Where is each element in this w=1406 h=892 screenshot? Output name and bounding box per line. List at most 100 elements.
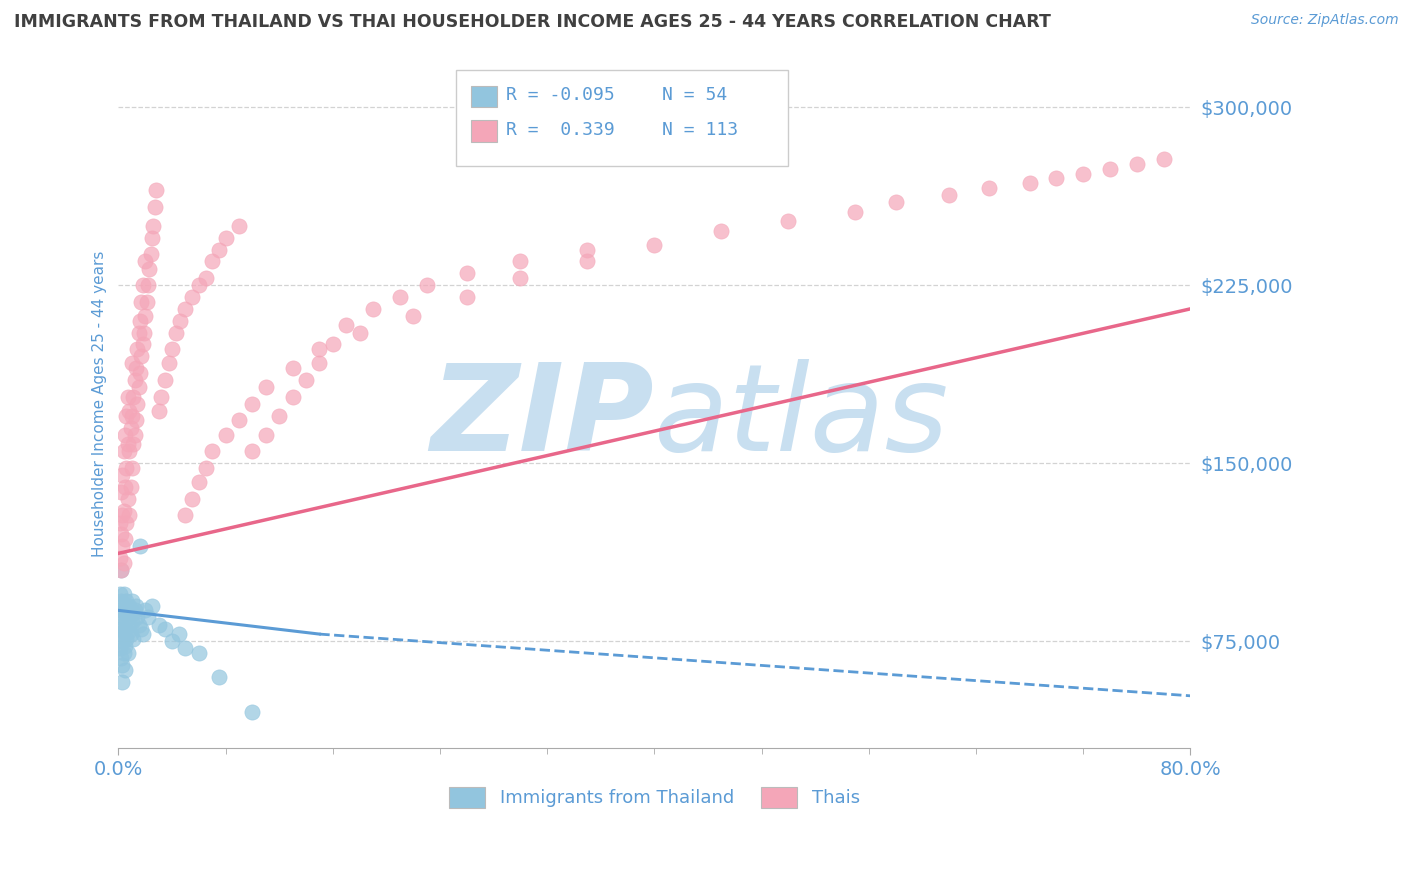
Point [111,617,134,632]
Point [124,373,146,387]
Point [155,373,177,387]
Point [110,563,132,577]
Point [112,646,135,660]
Point [118,444,141,458]
Point [139,247,162,261]
Point [576,243,599,257]
Point [121,594,143,608]
Point [115,632,138,646]
Text: N = 113: N = 113 [662,120,738,139]
Point [129,623,152,637]
Point [134,603,156,617]
Point [131,337,153,351]
Point [120,480,142,494]
Point [938,188,960,202]
Point [111,599,134,613]
Point [148,404,170,418]
Text: Source: ZipAtlas.com: Source: ZipAtlas.com [1251,13,1399,28]
Point [114,480,136,494]
Point [155,623,177,637]
Point [1071,167,1094,181]
Point [125,599,148,613]
Point [187,475,209,490]
FancyBboxPatch shape [471,120,496,142]
Point [509,271,531,285]
Point [295,373,318,387]
Point [141,230,163,244]
Point [127,610,149,624]
Point [110,484,132,499]
Point [118,508,141,523]
Point [165,326,187,340]
Point [111,468,134,483]
Point [110,527,132,541]
Point [131,627,153,641]
Point [134,254,156,268]
Point [118,617,141,632]
Point [169,314,191,328]
Point [979,181,1001,195]
Text: R = -0.095: R = -0.095 [506,87,616,104]
Point [110,594,132,608]
Point [242,444,264,458]
Point [114,623,136,637]
Point [110,610,132,624]
Point [201,444,224,458]
Point [844,204,866,219]
Point [114,603,136,617]
Point [509,254,531,268]
Point [128,617,150,632]
Point [120,627,142,641]
Point [114,532,136,546]
Point [710,223,733,237]
Point [128,380,150,394]
Point [108,587,131,601]
Text: IMMIGRANTS FROM THAILAND VS THAI HOUSEHOLDER INCOME AGES 25 - 44 YEARS CORRELATI: IMMIGRANTS FROM THAILAND VS THAI HOUSEHO… [14,13,1050,31]
Point [112,503,135,517]
Text: N = 54: N = 54 [662,87,727,104]
Point [778,214,800,228]
Point [402,309,425,323]
Point [1018,176,1040,190]
Point [132,326,155,340]
Text: ZIP: ZIP [430,359,654,476]
Point [112,624,135,639]
Point [201,254,224,268]
Point [242,397,264,411]
Point [208,670,231,684]
Point [117,437,139,451]
Point [143,200,166,214]
Point [1045,171,1067,186]
Point [115,516,138,530]
Point [254,427,277,442]
Point [643,237,665,252]
Point [124,427,146,442]
Point [122,437,145,451]
Point [120,420,142,434]
Point [167,627,190,641]
Point [128,326,150,340]
Point [122,390,145,404]
Point [187,646,209,660]
Point [108,516,131,530]
Point [228,219,250,233]
Point [214,230,236,244]
Point [111,634,134,648]
Point [142,219,165,233]
Text: R =  0.339: R = 0.339 [506,120,616,139]
Point [136,278,159,293]
Point [145,183,167,197]
Point [125,413,148,427]
Point [134,309,156,323]
Point [136,610,159,624]
Point [214,427,236,442]
Point [281,390,304,404]
Point [349,326,371,340]
Point [174,508,197,523]
Point [456,290,478,304]
Point [194,461,217,475]
Point [115,461,138,475]
Point [138,261,160,276]
Point [208,243,231,257]
Point [110,627,132,641]
